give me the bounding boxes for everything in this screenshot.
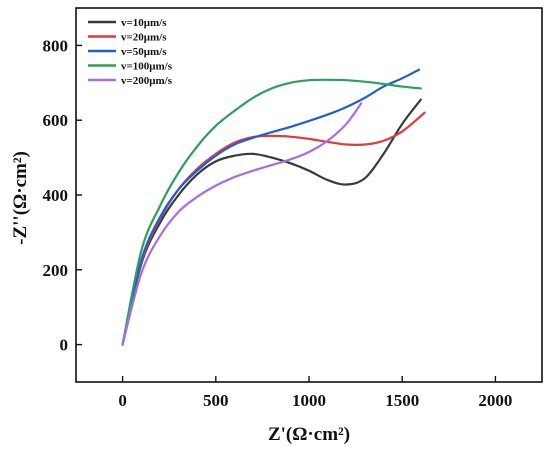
- legend-label: v=100μm/s: [121, 61, 173, 73]
- series-line-3: [121, 68, 421, 346]
- y-tick-label: 400: [43, 186, 69, 205]
- y-tick-label: 0: [60, 336, 69, 355]
- series-line-4: [121, 78, 422, 346]
- y-tick-label: 600: [43, 111, 69, 130]
- series-lines: [121, 68, 426, 346]
- legend: v=10μm/s v=20μm/s v=50μm/s v=100μm/s v=200μm…: [88, 17, 173, 87]
- y-axis-title: -Z''(Ω·cm²): [10, 151, 31, 245]
- series-line-2: [121, 111, 426, 346]
- x-tick-label: 500: [203, 391, 229, 410]
- series-line-1: [121, 98, 422, 346]
- legend-label: v=20μm/s: [121, 32, 167, 44]
- legend-label: v=10μm/s: [121, 17, 167, 29]
- x-axis-title: Z'(Ω·cm²): [268, 424, 350, 445]
- x-tick-label: 1500: [385, 391, 419, 410]
- y-tick-label: 800: [43, 36, 69, 55]
- axis-ticks: 0 500 1000 1500 2000 0 200 400 600 800: [43, 36, 513, 410]
- legend-label: v=50μm/s: [121, 46, 167, 58]
- x-tick-label: 2000: [478, 391, 512, 410]
- y-tick-label: 200: [43, 261, 69, 280]
- legend-label: v=200μm/s: [121, 75, 173, 87]
- series-line-5: [121, 102, 363, 346]
- x-tick-label: 0: [118, 391, 127, 410]
- x-tick-label: 1000: [292, 391, 326, 410]
